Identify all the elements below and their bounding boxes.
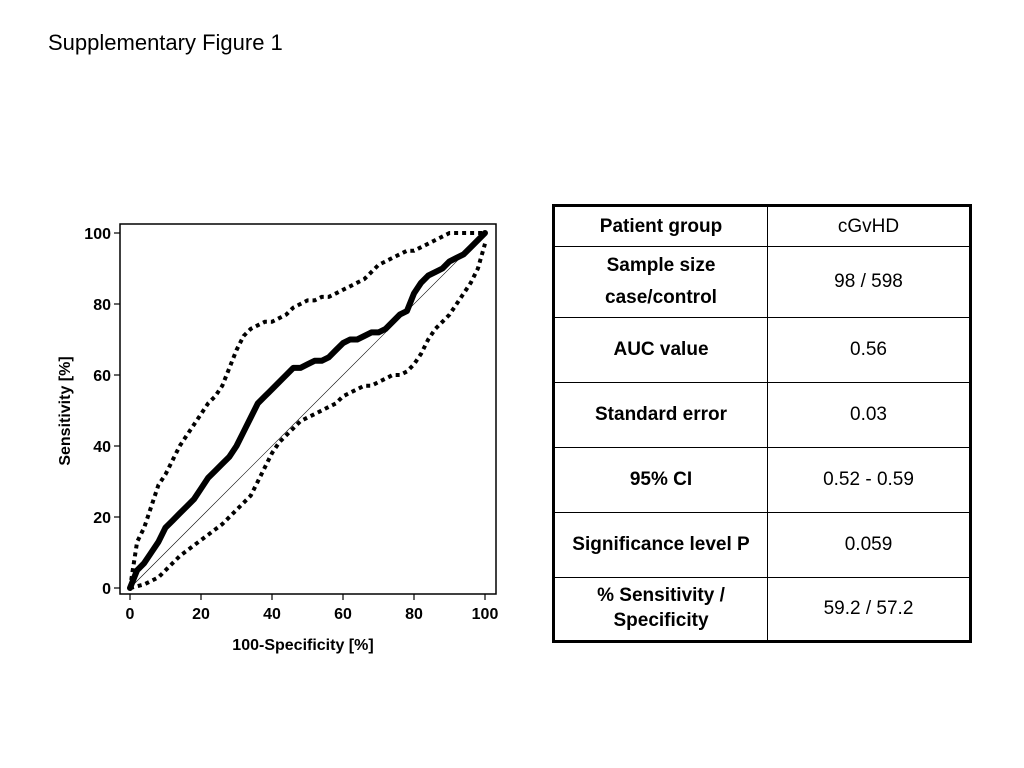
ci-lower-bound bbox=[129, 243, 487, 590]
table-row: Patient group cGvHD bbox=[553, 205, 971, 247]
x-tick-label: 20 bbox=[192, 606, 210, 623]
roc-curve bbox=[127, 230, 488, 591]
roc-chart: 0 20 40 60 80 100 0 20 40 60 80 100 100-Specificit… bbox=[57, 223, 499, 654]
table-row: Sample size case/control 98 / 598 bbox=[553, 246, 971, 318]
row-value: 98 / 598 bbox=[767, 246, 971, 318]
x-tick-label: 0 bbox=[126, 606, 135, 623]
row-label: Standard error bbox=[553, 382, 768, 448]
row-label: % Sensitivity / Specificity bbox=[553, 577, 768, 642]
y-axis-label: Sensitivity [%] bbox=[57, 356, 74, 465]
ci-upper-bound bbox=[128, 231, 485, 589]
row-value: 59.2 / 57.2 bbox=[767, 577, 971, 642]
roc-series-group bbox=[127, 230, 488, 591]
y-tick-label: 100 bbox=[84, 226, 111, 243]
row-label: Significance level P bbox=[553, 512, 768, 578]
x-tick-label: 80 bbox=[405, 606, 423, 623]
table-row: Standard error 0.03 bbox=[553, 382, 971, 448]
stats-table: Patient group cGvHD Sample size case/con… bbox=[552, 204, 972, 643]
y-axis-ticks: 0 20 40 60 80 100 bbox=[84, 226, 120, 598]
table-row: % Sensitivity / Specificity 59.2 / 57.2 bbox=[553, 577, 971, 642]
y-tick-label: 60 bbox=[93, 368, 111, 385]
table-row: 95% CI 0.52 - 0.59 bbox=[553, 447, 971, 513]
y-tick-label: 80 bbox=[93, 297, 111, 314]
row-value: 0.56 bbox=[767, 317, 971, 383]
row-value: 0.52 - 0.59 bbox=[767, 447, 971, 513]
page-title: Supplementary Figure 1 bbox=[48, 30, 283, 55]
row-value: cGvHD bbox=[767, 205, 971, 247]
row-label: 95% CI bbox=[553, 447, 768, 513]
row-label: Patient group bbox=[553, 205, 768, 247]
plot-frame bbox=[119, 223, 497, 595]
x-axis-ticks: 0 20 40 60 80 100 bbox=[126, 594, 499, 623]
x-tick-label: 100 bbox=[472, 606, 499, 623]
row-label: Sample size case/control bbox=[553, 246, 768, 318]
y-tick-label: 0 bbox=[102, 581, 111, 598]
row-value: 0.03 bbox=[767, 382, 971, 448]
x-tick-label: 40 bbox=[263, 606, 281, 623]
y-tick-label: 20 bbox=[93, 510, 111, 527]
x-axis-label: 100-Specificity [%] bbox=[232, 637, 373, 654]
table-row: AUC value 0.56 bbox=[553, 317, 971, 383]
row-label: AUC value bbox=[553, 317, 768, 383]
y-tick-label: 40 bbox=[93, 439, 111, 456]
table-row: Significance level P 0.059 bbox=[553, 512, 971, 578]
reference-diagonal bbox=[129, 232, 486, 589]
row-value: 0.059 bbox=[767, 512, 971, 578]
x-tick-label: 60 bbox=[334, 606, 352, 623]
reference-line bbox=[129, 232, 486, 589]
